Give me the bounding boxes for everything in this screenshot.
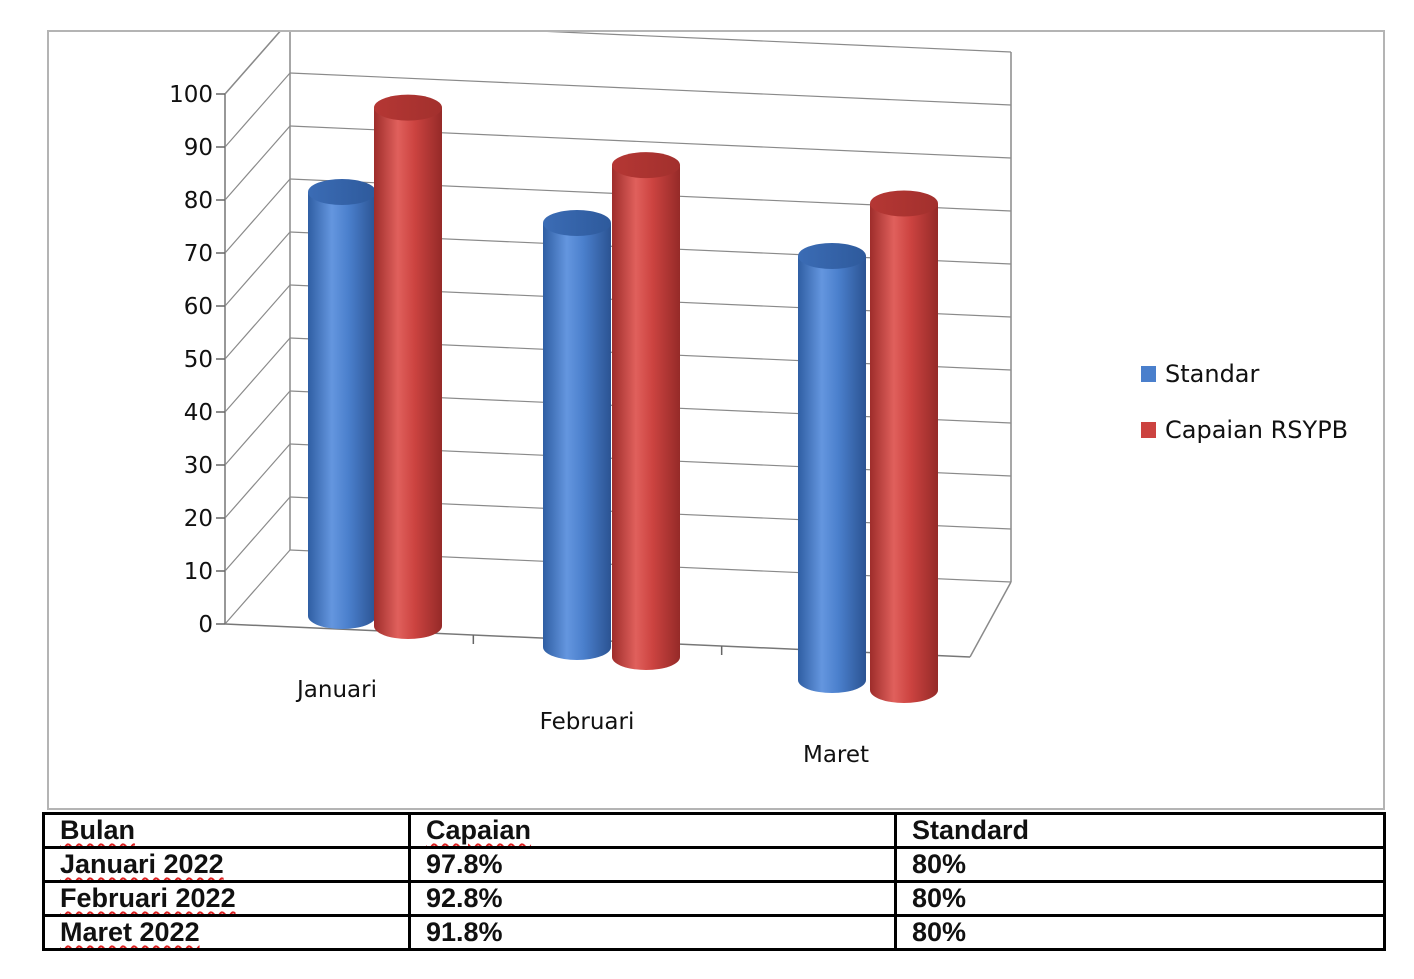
header-bulan: Bulan <box>42 812 411 849</box>
bar-capaian <box>870 190 938 703</box>
legend-label: Standar <box>1165 360 1260 388</box>
cell-capaian: 92.8% <box>408 880 897 917</box>
cell-bulan: Maret 2022 <box>42 914 411 951</box>
y-tick-label: 40 <box>184 400 213 426</box>
bar-capaian <box>374 94 442 639</box>
y-tick-label: 50 <box>184 347 213 373</box>
header-bulan-text: Bulan <box>60 815 136 845</box>
cylinder-body <box>612 165 680 670</box>
header-capaian: Capaian <box>408 812 897 849</box>
cylinder-body <box>798 256 866 693</box>
cell-standard: 80% <box>894 880 1386 917</box>
bar-standar <box>308 179 376 629</box>
bar-standar <box>543 210 611 660</box>
table-row: Februari 2022 92.8% 80% <box>42 880 1386 917</box>
cell-bulan: Februari 2022 <box>42 880 411 917</box>
table-body: Bulan Capaian Standard Januari 2022 97.8… <box>42 812 1386 951</box>
cylinder-top <box>374 94 442 121</box>
y-tick-label: 30 <box>184 453 213 479</box>
gridline-side <box>224 443 291 519</box>
gridline-side <box>224 549 291 625</box>
cell-bulan-text: Februari 2022 <box>60 883 236 913</box>
y-tick-label: 70 <box>184 241 213 267</box>
y-tick-label: 80 <box>184 188 213 214</box>
gridline-back <box>546 32 1012 53</box>
gridline-side <box>224 337 291 413</box>
chart-frame: 0 10 20 30 40 50 60 70 80 90 100 Januari Februari Mar… <box>47 30 1385 810</box>
header-standard-text: Standard <box>912 815 1030 845</box>
x-category-label: Maret <box>803 742 869 768</box>
legend-swatch <box>1141 366 1156 382</box>
table-header-row: Bulan Capaian Standard <box>42 812 1386 849</box>
data-table: Bulan Capaian Standard Januari 2022 97.8… <box>42 812 1386 951</box>
cell-bulan-text: Maret 2022 <box>60 917 200 947</box>
y-tick-label: 90 <box>184 135 213 161</box>
floor-right-edge <box>969 581 1012 658</box>
bar-chart: 0 10 20 30 40 50 60 70 80 90 100 Januari Februari Mar… <box>169 32 1348 768</box>
cylinder-top <box>612 152 680 179</box>
cell-standard: 80% <box>894 914 1386 951</box>
gridline-side <box>224 284 291 360</box>
cylinder-body <box>374 107 442 639</box>
gridline-side <box>224 496 291 572</box>
labels-layer: 0 10 20 30 40 50 60 70 80 90 100 Januari Februari Mar… <box>169 82 869 768</box>
y-tick-label: 100 <box>169 82 213 108</box>
x-category-label: Januari <box>295 677 377 703</box>
gridline-side <box>224 125 291 201</box>
y-tick-label: 60 <box>184 294 213 320</box>
bars-layer <box>308 94 938 703</box>
cylinder-top <box>798 243 866 269</box>
gridline-side <box>224 390 291 466</box>
cylinder-top <box>308 179 376 205</box>
y-tick-label: 10 <box>184 559 213 585</box>
gridline-side <box>224 72 291 148</box>
cylinder-top <box>870 190 938 217</box>
cylinder-body <box>870 203 938 703</box>
cell-capaian: 91.8% <box>408 914 897 951</box>
bar-capaian <box>612 152 680 670</box>
cell-bulan: Januari 2022 <box>42 846 411 883</box>
x-category-label: Februari <box>540 709 635 735</box>
table-row: Maret 2022 91.8% 80% <box>42 914 1386 951</box>
gridline-side <box>224 178 291 254</box>
cylinder-body <box>308 192 376 629</box>
legend: Standar Capaian RSYPB <box>1141 360 1348 444</box>
gridline-back <box>289 72 1012 106</box>
y-tick-label: 0 <box>198 612 213 638</box>
table-row: Januari 2022 97.8% 80% <box>42 846 1386 883</box>
legend-swatch <box>1141 422 1156 438</box>
cell-standard: 80% <box>894 846 1386 883</box>
gridline-side <box>224 231 291 307</box>
cell-capaian: 97.8% <box>408 846 897 883</box>
legend-label: Capaian RSYPB <box>1165 416 1348 444</box>
bar-standar <box>798 243 866 693</box>
gridline-side <box>224 32 281 95</box>
header-capaian-text: Capaian <box>426 815 532 845</box>
cylinder-top <box>543 210 611 236</box>
cylinder-body <box>543 223 611 660</box>
y-tick-label: 20 <box>184 506 213 532</box>
cell-bulan-text: Januari 2022 <box>60 849 224 879</box>
header-standard: Standard <box>894 812 1386 849</box>
